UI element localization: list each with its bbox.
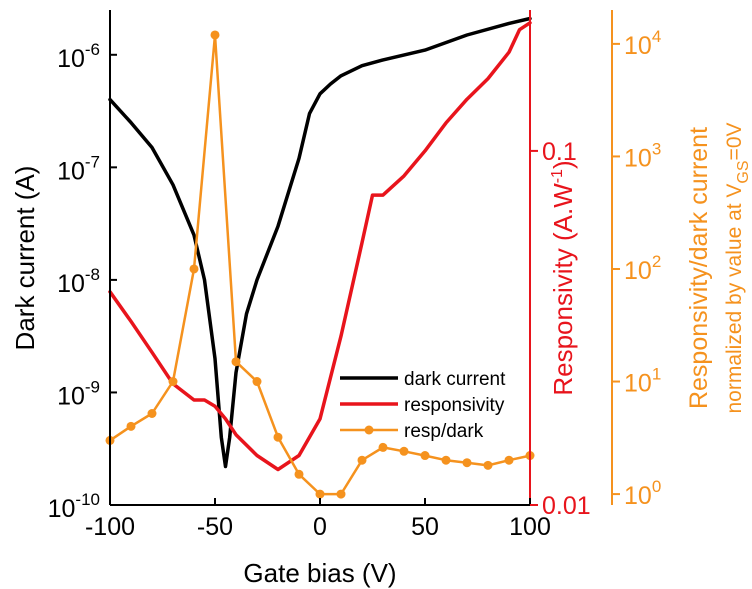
- x-tick-label: -50: [197, 513, 233, 541]
- series-point-resp-dark: [399, 446, 409, 456]
- series-layer: [105, 16, 535, 499]
- x-tick-label: -100: [85, 513, 135, 541]
- series-point-resp-dark: [231, 357, 241, 367]
- responsivity-axis-label: Responsivity (A.W-1): [548, 160, 578, 395]
- series-point-resp-dark: [147, 409, 157, 419]
- legend-label-responsivity: responsivity: [404, 395, 505, 416]
- ratio-tick-label: 100: [624, 477, 661, 510]
- ratio-axis-label-line2-end: =0V: [723, 122, 746, 160]
- responsivity-axis-ticks: 0.01 0.1: [530, 138, 591, 520]
- ratio-axis-label-line1: Responsivity/dark current: [685, 127, 713, 409]
- series-point-resp-dark: [441, 455, 451, 465]
- ratio-tick-label: 104: [624, 27, 661, 60]
- ratio-axis-label-line2-sub: GS: [735, 160, 752, 183]
- x-axis-label: Gate bias (V): [243, 558, 396, 588]
- series-point-resp-dark: [420, 451, 430, 461]
- x-tick-label: 0: [313, 513, 327, 541]
- plot-frame: [109, 10, 613, 506]
- ratio-axis-ticks: 100 101 102 103 104: [612, 27, 661, 510]
- x-axis-ticks: -100 -50 0 50 100: [85, 498, 551, 541]
- series-line-responsivity: [108, 21, 532, 472]
- legend-label-resp-dark: resp/dark: [404, 421, 484, 442]
- ratio-tick-label: 103: [624, 139, 661, 172]
- left-tick-label: 10-7: [57, 152, 100, 185]
- series-point-resp-dark: [189, 264, 199, 274]
- legend-marker-resp-dark: [364, 425, 374, 435]
- responsivity-tick-label: 0.1: [542, 138, 577, 166]
- x-tick-label: 100: [509, 513, 551, 541]
- responsivity-tick-label: 0.01: [542, 492, 591, 520]
- series-point-resp-dark: [357, 455, 367, 465]
- plot-area: [105, 10, 535, 505]
- left-tick-label: 10-6: [57, 40, 100, 73]
- responsivity-axis-label-end: ): [548, 160, 578, 169]
- responsivity-axis-label-sup: -1: [549, 169, 566, 183]
- left-axis-ticks: 10-10 10-9 10-8 10-7 10-6: [48, 40, 117, 523]
- series-point-resp-dark: [210, 30, 220, 40]
- series-point-resp-dark: [168, 377, 178, 387]
- left-tick-label: 10-8: [57, 265, 100, 298]
- series-point-resp-dark: [378, 442, 388, 452]
- series-point-resp-dark: [252, 377, 262, 387]
- ratio-tick-label: 102: [624, 252, 661, 285]
- series-point-resp-dark: [504, 455, 514, 465]
- legend-label-dark-current: dark current: [404, 369, 506, 390]
- left-tick-label: 10-10: [48, 490, 100, 523]
- x-tick-label: 50: [411, 513, 439, 541]
- left-tick-label: 10-9: [57, 377, 100, 410]
- series-line-dark-current: [108, 16, 532, 469]
- series-point-resp-dark: [273, 432, 283, 442]
- series-point-resp-dark: [336, 489, 346, 499]
- ratio-axis-label-line2: normalized by value at VGS=0V: [723, 122, 752, 413]
- left-axis-label: Dark current (A): [10, 166, 40, 351]
- series-point-resp-dark: [315, 489, 325, 499]
- series-point-resp-dark: [294, 469, 304, 479]
- ratio-axis-label-line2-main: normalized by value at V: [723, 184, 746, 414]
- series-point-resp-dark: [462, 458, 472, 468]
- series-point-resp-dark: [126, 421, 136, 431]
- legend: dark current responsivity resp/dark: [340, 369, 506, 442]
- series-point-resp-dark: [483, 460, 493, 470]
- responsivity-axis-label-main: Responsivity (A.W: [548, 183, 578, 396]
- ratio-tick-label: 101: [624, 365, 661, 398]
